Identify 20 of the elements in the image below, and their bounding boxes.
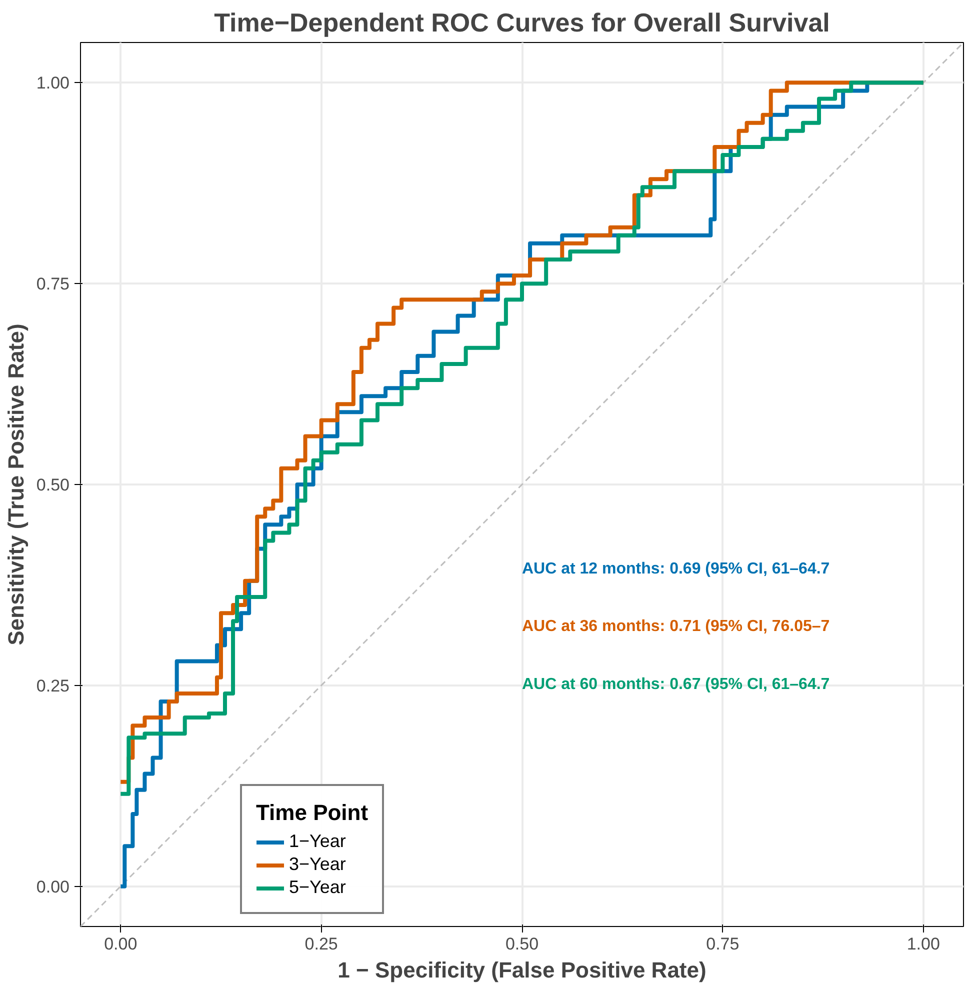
y-tick-label: 0.00 [36,877,70,896]
chart-title: Time−Dependent ROC Curves for Overall Survival [214,8,830,38]
legend-label: 3−Year [289,854,346,875]
x-axis-title: 1 − Specificity (False Positive Rate) [338,958,706,982]
legend-label: 1−Year [289,831,346,852]
y-tick-label: 0.50 [36,476,70,494]
legend-label: 5−Year [289,877,346,898]
annotation: AUC at 12 months: 0.69 (95% CI, 61–64.7 [522,560,830,578]
annotation: AUC at 60 months: 0.67 (95% CI, 61–64.7 [522,676,830,694]
y-axis-title: Sensitivity (True Positive Rate) [3,324,28,646]
legend-title: Time Point [256,800,368,826]
y-tick-label: 0.75 [36,274,70,294]
x-tick-label: 0.00 [104,934,138,954]
y-tick-label: 0.25 [36,676,70,696]
y-tick-label: 1.00 [36,74,70,93]
x-tick-label: 1.00 [906,934,940,954]
annotation: AUC at 36 months: 0.71 (95% CI, 76.05–7 [522,618,830,636]
x-tick-label: 0.75 [706,934,740,954]
x-tick-label: 0.25 [304,934,338,954]
x-tick-label: 0.50 [505,934,539,954]
